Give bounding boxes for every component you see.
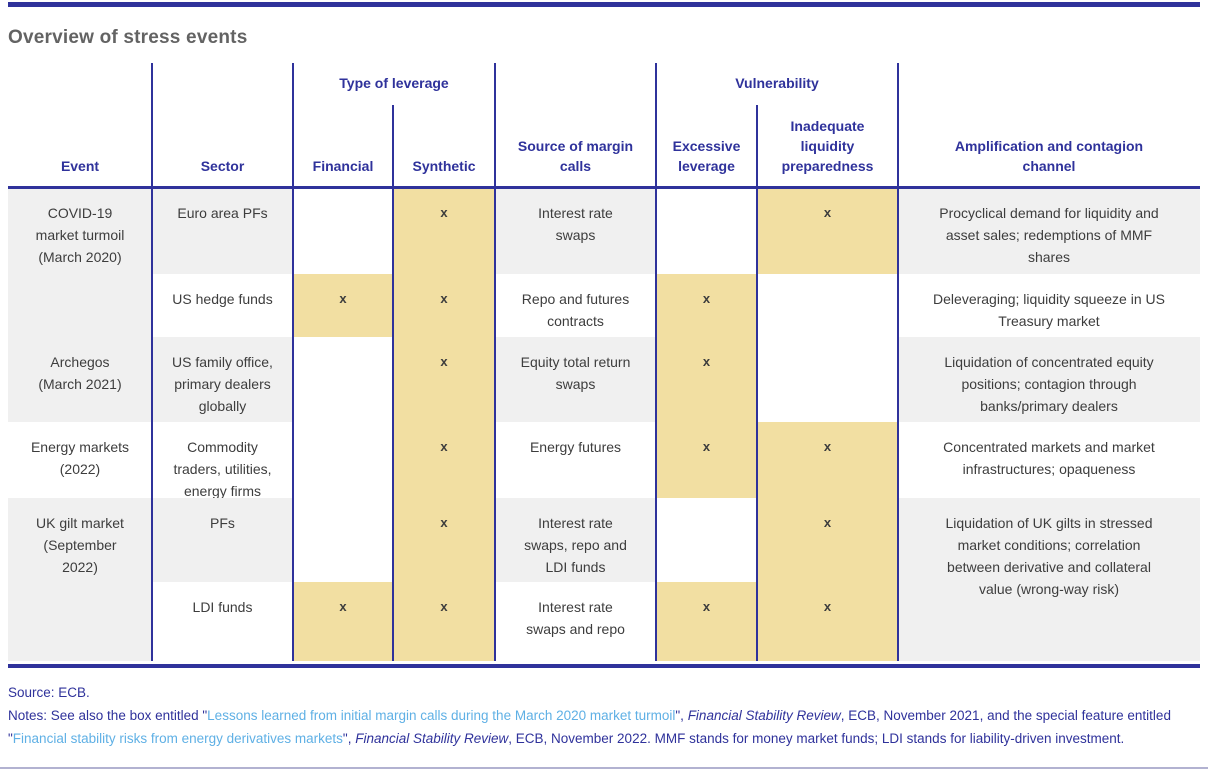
- column-divider-event-sector: [151, 63, 153, 661]
- cell-mark-excessive-r3: x: [656, 337, 757, 422]
- header-cell-amplification: Amplification and contagion channel: [954, 138, 1144, 174]
- cell-mark-synthetic-r1: x: [393, 188, 495, 274]
- notes-paragraph: Notes: See also the box entitled "Lesson…: [8, 704, 1202, 750]
- cell-sector-r5: PFs: [152, 498, 293, 582]
- header-cell-event: Event: [60, 158, 100, 174]
- cell-event-archegos: Archegos (March 2021): [8, 337, 152, 422]
- cell-source-r4: Energy futures: [529, 439, 622, 455]
- cell-sector-r4: Commodity traders, utilities, energy fir…: [173, 439, 272, 499]
- cell-source-r1: Interest rate swaps: [495, 188, 656, 274]
- cell-source-r3: Equity total return swaps: [495, 337, 656, 422]
- cell-event-covid19: COVID-19 market turmoil (March 2020): [8, 188, 152, 337]
- cell-mark-excessive-r4: x: [656, 422, 757, 498]
- notes-after-link1: ",: [675, 708, 688, 723]
- bottom-edge-crop-line: [0, 767, 1208, 769]
- column-divider-source-vulnerability: [655, 63, 657, 661]
- journal-title-fsr-1: Financial Stability Review: [687, 708, 841, 723]
- cell-mark-synthetic-r4: x: [393, 422, 495, 498]
- cell-mark-inadequate-r4: x: [757, 422, 898, 498]
- cell-mark-excessive-r6: x: [656, 582, 757, 661]
- cell-mark-excessive-r2: x: [656, 274, 757, 337]
- top-rule: [8, 2, 1200, 7]
- cell-sector-r1: Euro area PFs: [152, 188, 293, 274]
- cell-sector-r6: LDI funds: [192, 599, 253, 615]
- stress-events-table: Event Sector Type of leverage Financial …: [8, 63, 1200, 661]
- cell-event-uk-gilt-market: UK gilt market (September 2022): [8, 498, 152, 661]
- column-divider-sector-leverage: [292, 63, 294, 661]
- cell-mark-inadequate-r5: x: [757, 498, 898, 582]
- cell-mark-synthetic-r3: x: [393, 337, 495, 422]
- notes-after-link2: ",: [342, 731, 356, 746]
- footer-notes: Source: ECB. Notes: See also the box ent…: [8, 681, 1202, 750]
- table-grid: Event Sector Type of leverage Financial …: [8, 63, 1200, 661]
- cell-mark-synthetic-r2: x: [393, 274, 495, 337]
- column-divider-inadequate-amplification: [897, 63, 899, 661]
- notes-suffix: , ECB, November 2022. MMF stands for mon…: [508, 731, 1125, 746]
- link-lessons-learned-margin-calls[interactable]: Lessons learned from initial margin call…: [207, 708, 676, 723]
- cell-amplification-r3: Liquidation of concentrated equity posit…: [898, 337, 1200, 422]
- cell-mark-financial-r2: x: [293, 274, 393, 337]
- cell-source-r5: Interest rate swaps, repo and LDI funds: [495, 498, 656, 582]
- cell-sector-r2: US hedge funds: [172, 291, 273, 307]
- column-divider-synthetic-source: [494, 63, 496, 661]
- header-bottom-rule: [8, 186, 1200, 189]
- cell-amplification-r5: Liquidation of UK gilts in stressed mark…: [898, 498, 1200, 661]
- column-divider-excessive-inadequate: [756, 105, 758, 661]
- source-note: Source: ECB.: [8, 685, 90, 700]
- cell-mark-financial-r6: x: [293, 582, 393, 661]
- header-cell-sector: Sector: [200, 158, 245, 174]
- header-cell-financial: Financial: [312, 158, 374, 174]
- cell-amplification-r1: Procyclical demand for liquidity and ass…: [898, 188, 1200, 274]
- cell-mark-inadequate-r6: x: [757, 582, 898, 661]
- group-header-type-of-leverage: Type of leverage: [339, 74, 449, 91]
- table-bottom-rule: [8, 664, 1200, 668]
- cell-sector-r3: US family office, primary dealers global…: [152, 337, 293, 422]
- cell-mark-inadequate-r1: x: [757, 188, 898, 274]
- figure-title: Overview of stress events: [8, 27, 248, 48]
- header-cell-synthetic: Synthetic: [412, 158, 476, 174]
- journal-title-fsr-2: Financial Stability Review: [355, 731, 509, 746]
- column-divider-financial-synthetic: [392, 105, 394, 661]
- header-cell-excessive-leverage: Excessive leverage: [672, 138, 741, 174]
- cell-source-r2: Repo and futures contracts: [521, 291, 630, 329]
- notes-mid: , ECB, November 2021, and the special fe…: [8, 708, 1171, 746]
- cell-source-r6: Interest rate swaps and repo: [526, 599, 625, 637]
- cell-mark-synthetic-r6: x: [393, 582, 495, 661]
- header-cell-inadequate-liquidity: Inadequate liquidity preparedness: [781, 118, 874, 174]
- cell-event-energy-markets: Energy markets (2022): [30, 439, 130, 477]
- group-header-vulnerability: Vulnerability: [735, 74, 819, 91]
- header-cell-source-of-margin-calls: Source of margin calls: [517, 138, 634, 174]
- cell-amplification-r4: Concentrated markets and market infrastr…: [943, 439, 1155, 477]
- notes-prefix: Notes: See also the box entitled ": [8, 708, 208, 723]
- cell-mark-synthetic-r5: x: [393, 498, 495, 582]
- link-energy-derivatives-risks[interactable]: Financial stability risks from energy de…: [12, 731, 343, 746]
- cell-amplification-r2: Deleveraging; liquidity squeeze in US Tr…: [933, 291, 1165, 329]
